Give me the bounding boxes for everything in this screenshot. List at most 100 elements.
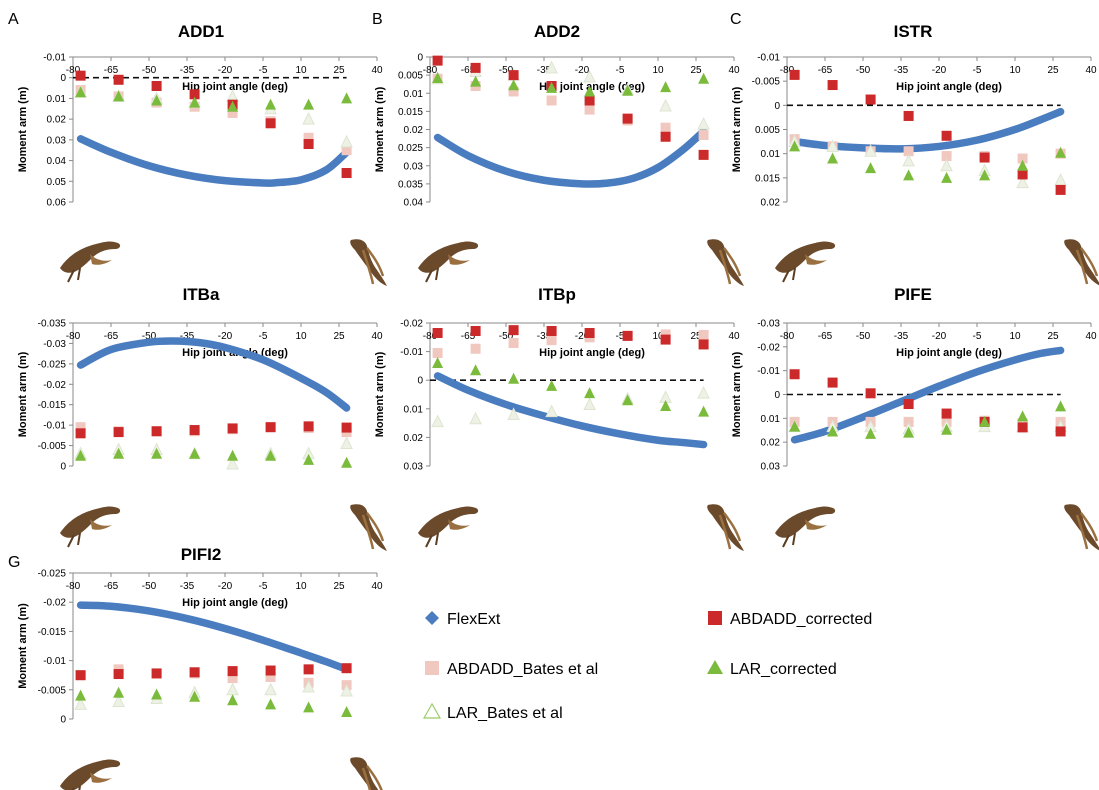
data-point: [940, 158, 953, 172]
bird-flexed-icon: [60, 241, 121, 283]
x-tick-label: -65: [104, 65, 119, 76]
bird-body: [418, 241, 479, 273]
data-point: [979, 152, 990, 163]
data-point: [827, 425, 839, 437]
bird-leg: [90, 772, 112, 783]
x-axis-label: Hip joint angle (deg): [539, 81, 645, 93]
data-point: [508, 79, 520, 91]
data-point: [303, 132, 314, 143]
triangle-icon: [707, 660, 723, 674]
y-tick-label: -0.01: [43, 421, 66, 432]
panel-title: ITBp: [538, 285, 576, 304]
data-point: [470, 75, 482, 87]
data-point: [827, 80, 838, 91]
flexext-curve: [76, 337, 351, 412]
y-tick-label: 0.035: [398, 179, 423, 190]
data-point: [75, 422, 86, 433]
x-tick-label: -35: [894, 331, 909, 342]
bird-body: [60, 506, 121, 538]
data-point: [189, 690, 201, 702]
x-tick-label: -20: [218, 65, 233, 76]
data-point: [303, 139, 314, 149]
x-tick-label: -20: [218, 581, 233, 592]
panel-letter: B: [372, 11, 383, 28]
series-lar-bates-et-al: [788, 134, 1067, 189]
x-tick-label: 40: [1085, 65, 1097, 76]
data-point: [546, 379, 558, 391]
y-tick-label: 0.005: [755, 125, 780, 136]
data-point: [341, 663, 352, 674]
series-lar-corrected: [789, 400, 1067, 439]
data-point: [659, 98, 672, 112]
data-point: [545, 60, 558, 74]
y-tick-label: 0.03: [761, 462, 781, 473]
y-tick-label: -0.035: [38, 319, 67, 330]
x-tick-label: 40: [371, 65, 383, 76]
y-tick-label: 0.04: [404, 198, 424, 209]
x-tick-label: -35: [894, 65, 909, 76]
data-point: [151, 668, 162, 679]
data-point: [227, 423, 238, 434]
data-point: [584, 85, 596, 97]
legend-item-abdadd-corrected: ABDADD_corrected: [708, 611, 872, 628]
y-axis-label: Moment arm (m): [374, 86, 386, 172]
data-point: [265, 422, 276, 433]
bird-flexed-icon: [418, 241, 479, 283]
y-tick-label: 0.06: [47, 198, 67, 209]
x-tick-label: -80: [66, 65, 81, 76]
data-point: [903, 146, 914, 157]
x-tick-label: -65: [104, 581, 119, 592]
bird-body: [775, 241, 836, 273]
data-point: [546, 335, 557, 346]
data-point: [1054, 173, 1067, 186]
legend-item-flexext: FlexExt: [425, 611, 501, 628]
series-abdadd-corrected: [789, 69, 1066, 195]
data-point: [660, 131, 671, 142]
x-tick-label: -65: [818, 331, 833, 342]
data-point: [303, 453, 315, 465]
data-point: [113, 74, 124, 85]
data-point: [189, 89, 200, 100]
y-tick-label: 0.015: [398, 107, 423, 118]
bird-body: [707, 504, 744, 551]
data-point: [151, 426, 162, 437]
data-point: [583, 69, 596, 83]
bird-extended-icon: [1064, 504, 1099, 551]
data-point: [75, 449, 87, 461]
y-tick-label: -0.01: [43, 53, 66, 64]
y-axis-label: Moment arm (m): [374, 351, 386, 437]
y-tick-label: -0.01: [757, 53, 780, 64]
x-tick-label: -20: [575, 331, 590, 342]
data-point: [470, 364, 482, 376]
flexext-curve: [433, 372, 708, 449]
x-tick-label: 10: [295, 581, 307, 592]
y-tick-label: -0.02: [757, 342, 780, 353]
y-tick-label: 0.03: [404, 462, 424, 473]
data-point: [341, 92, 353, 104]
data-point: [1055, 400, 1067, 412]
y-tick-label: -0.015: [38, 400, 67, 411]
x-tick-label: 25: [333, 581, 345, 592]
data-point: [1016, 175, 1029, 189]
x-tick-label: -35: [537, 331, 552, 342]
data-point: [341, 168, 352, 178]
x-tick-label: -5: [616, 65, 625, 76]
data-point: [113, 447, 125, 459]
y-tick-label: 0.02: [404, 433, 424, 444]
bird-flexed-icon: [775, 506, 836, 548]
data-point: [341, 145, 352, 156]
y-tick-label: 0.03: [47, 135, 67, 146]
x-tick-label: -80: [66, 581, 81, 592]
bird-leg: [90, 254, 112, 265]
legend-label: ABDADD_corrected: [730, 611, 872, 628]
data-point: [113, 427, 124, 438]
bird-flexed-icon: [60, 759, 121, 790]
data-point: [227, 666, 238, 677]
bird-body: [60, 759, 121, 790]
data-point: [827, 377, 838, 388]
bird-body: [418, 506, 479, 538]
data-point: [265, 665, 276, 676]
data-point: [265, 671, 276, 682]
y-tick-label: 0.05: [47, 177, 67, 188]
x-tick-label: 10: [652, 331, 664, 342]
